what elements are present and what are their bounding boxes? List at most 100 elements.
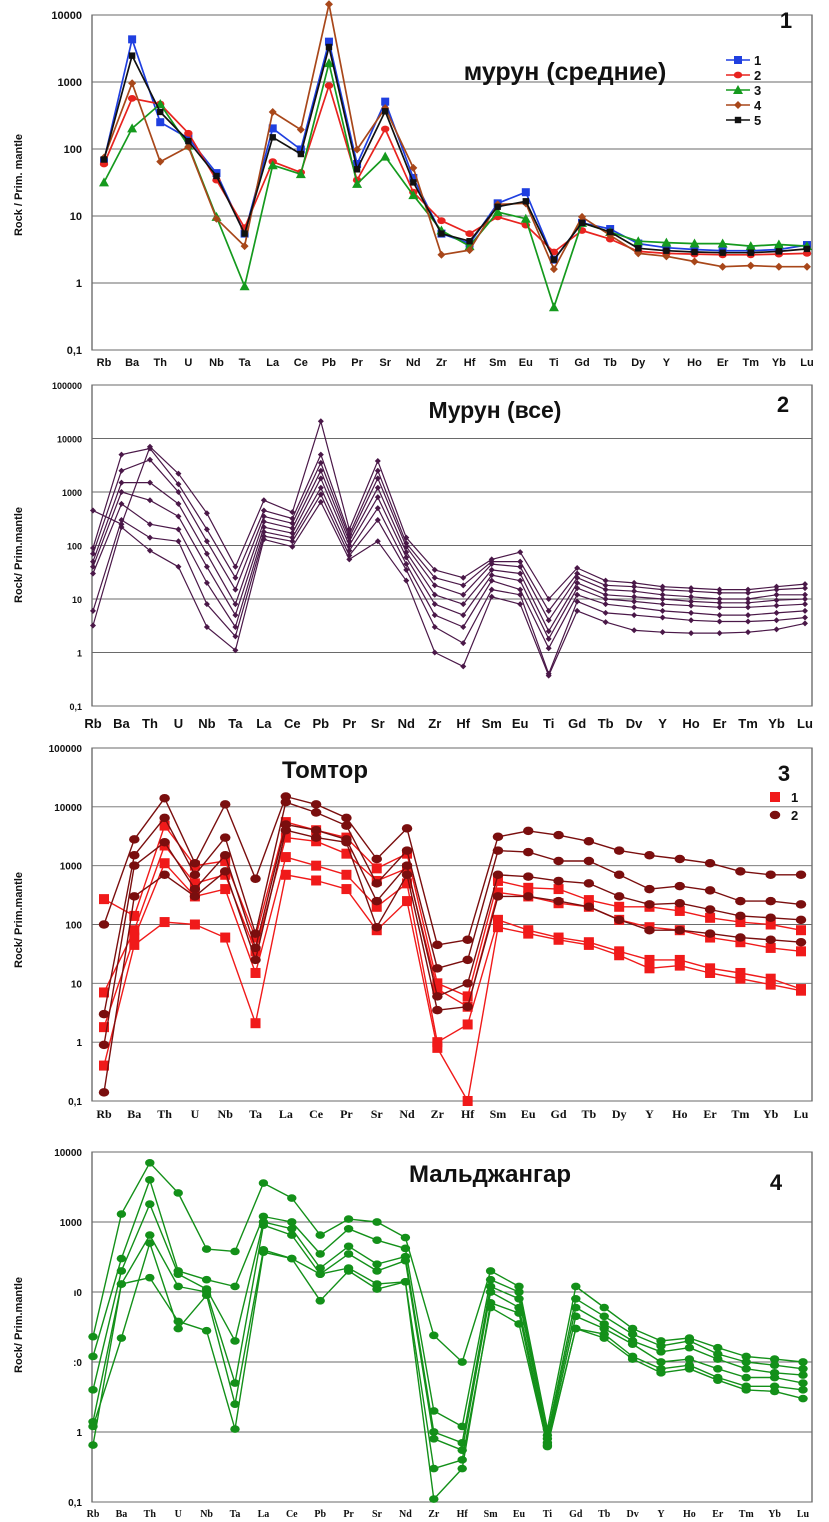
series-5 <box>90 475 808 642</box>
data-point <box>631 598 638 605</box>
data-point <box>674 854 686 864</box>
data-point <box>203 510 210 517</box>
data-point <box>735 973 746 984</box>
x-tick-label: Hf <box>456 716 470 731</box>
data-point <box>260 513 267 520</box>
data-point <box>517 549 524 556</box>
x-tick-label: Zr <box>431 1107 445 1121</box>
data-point <box>432 940 443 950</box>
data-point <box>315 1250 325 1258</box>
data-point <box>514 1282 524 1291</box>
data-point <box>492 846 504 855</box>
data-point <box>574 564 581 571</box>
series-line <box>92 420 806 600</box>
data-point <box>735 967 746 978</box>
x-tick-label: Sm <box>484 1509 499 1520</box>
data-point <box>802 620 808 627</box>
data-point <box>90 607 96 614</box>
data-point <box>765 935 776 945</box>
data-point <box>90 507 96 514</box>
data-point <box>659 629 666 636</box>
data-point <box>159 917 170 928</box>
data-point <box>795 870 807 880</box>
x-tick-label: La <box>279 1107 293 1121</box>
data-point <box>485 1282 496 1291</box>
series-line <box>92 493 806 675</box>
data-point <box>175 563 182 570</box>
data-point <box>315 1270 325 1278</box>
data-point <box>310 800 322 809</box>
data-point <box>674 905 685 916</box>
data-point <box>371 863 382 874</box>
y-axis-label: Rock/ Prim.mantle <box>13 507 25 603</box>
data-point <box>201 1326 212 1335</box>
data-point <box>431 566 438 573</box>
data-point <box>492 832 504 842</box>
data-point <box>571 1303 581 1312</box>
series-line <box>92 459 805 621</box>
data-point <box>583 939 594 950</box>
data-point <box>571 1282 581 1291</box>
data-point <box>100 156 108 163</box>
data-point <box>212 214 221 223</box>
data-point <box>644 851 655 860</box>
y-tick-label: 0,1 <box>68 1097 82 1108</box>
data-point <box>203 563 210 570</box>
x-tick-label: Sr <box>372 1509 383 1520</box>
data-point <box>718 262 727 271</box>
data-point <box>374 484 381 491</box>
data-point <box>324 0 333 9</box>
data-point <box>296 145 305 154</box>
legend-item-3: 3 <box>726 83 761 98</box>
data-point <box>219 833 231 842</box>
x-tick-label: Ho <box>683 1509 696 1520</box>
data-point <box>684 1355 695 1363</box>
y-tick-label: 10 <box>71 979 83 990</box>
x-tick-label: Nd <box>399 1509 412 1520</box>
data-point <box>432 984 443 995</box>
data-point <box>571 1294 581 1303</box>
data-point <box>189 892 201 901</box>
series-5 <box>98 792 807 950</box>
x-tick-label: Eu <box>521 1107 536 1121</box>
data-point <box>460 612 467 619</box>
data-point <box>173 1189 183 1197</box>
series-2 <box>99 832 806 1012</box>
series-2 <box>88 1176 808 1440</box>
series-6 <box>90 484 808 652</box>
data-point <box>402 896 413 907</box>
panel-number: 1 <box>780 8 792 33</box>
data-point <box>521 188 530 197</box>
data-point <box>260 524 267 531</box>
data-point <box>374 516 381 523</box>
data-point <box>129 892 140 901</box>
data-point <box>341 848 352 859</box>
data-point <box>175 538 182 545</box>
data-point <box>574 598 581 605</box>
data-point <box>735 937 746 948</box>
data-point <box>146 534 153 541</box>
data-point <box>659 591 666 598</box>
series-line <box>92 1179 804 1436</box>
data-point <box>704 886 716 895</box>
data-point <box>381 97 390 106</box>
data-point <box>631 604 638 611</box>
data-point <box>716 586 723 593</box>
data-point <box>203 579 210 586</box>
data-point <box>146 445 153 452</box>
data-point <box>674 954 685 965</box>
data-point <box>613 870 625 880</box>
data-point <box>674 960 685 971</box>
x-tick-label: Yb <box>768 1509 781 1520</box>
legend-item-2: 2 <box>769 808 798 823</box>
data-point <box>374 475 381 482</box>
data-point <box>129 910 140 921</box>
x-tick-label: Dy <box>612 1107 627 1121</box>
data-point <box>627 1340 638 1348</box>
data-point <box>798 1379 808 1387</box>
data-point <box>485 1275 496 1284</box>
x-tick-label: Nb <box>209 357 224 369</box>
data-point <box>488 572 495 579</box>
x-tick-label: Nb <box>200 1509 213 1520</box>
data-point <box>583 837 595 846</box>
